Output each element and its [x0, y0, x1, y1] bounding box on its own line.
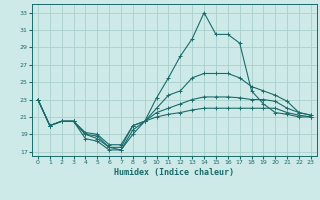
- X-axis label: Humidex (Indice chaleur): Humidex (Indice chaleur): [115, 168, 234, 177]
